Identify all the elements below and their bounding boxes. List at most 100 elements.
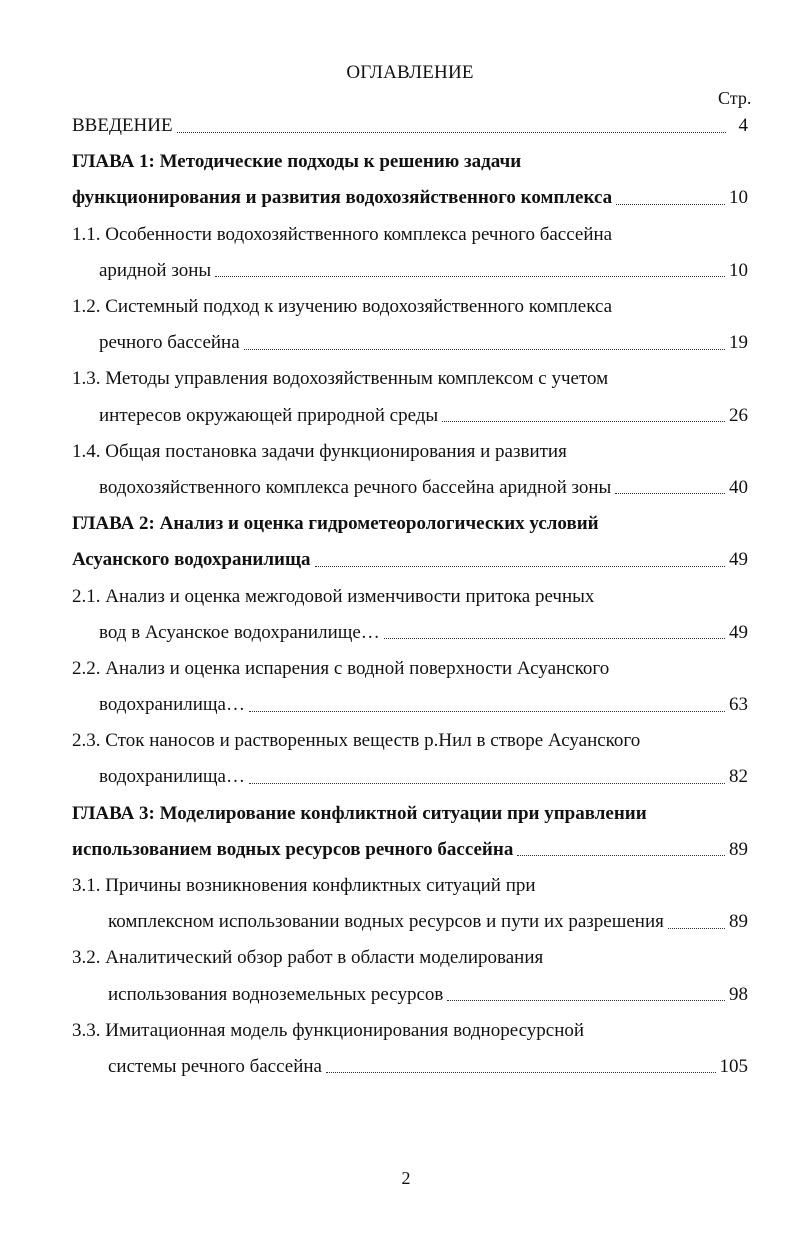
toc-entry-text: 3.1. Причины возникновения конфликтных с…: [72, 875, 536, 897]
dot-leader: [325, 1072, 716, 1074]
toc-entry-text: водохранилища…: [99, 694, 245, 716]
toc-line: ГЛАВА 3: Моделирование конфликтной ситуа…: [72, 796, 748, 832]
toc-entry-text: 2.2. Анализ и оценка испарения с водной …: [72, 657, 610, 679]
page-column-label: Стр.: [718, 88, 752, 108]
toc-entry-text: 2.1. Анализ и оценка межгодовой изменчив…: [72, 585, 595, 607]
toc-line: 3.2. Аналитический обзор работ в области…: [72, 940, 748, 976]
toc-entry-text: 1.4. Общая постановка задачи функциониро…: [72, 440, 567, 462]
dot-leader: [615, 493, 725, 495]
toc-entry-text: интересов окружающей природной среды: [99, 404, 439, 426]
toc-page-number: 82: [729, 766, 748, 788]
toc-entry[interactable]: 1.4. Общая постановка задачи функциониро…: [72, 434, 748, 506]
dot-leader: [314, 565, 725, 567]
toc-line: ГЛАВА 2: Анализ и оценка гидрометеоролог…: [72, 506, 748, 542]
dot-leader: [517, 855, 725, 857]
toc-entry-text: вод в Асуанское водохранилище…: [99, 621, 380, 643]
toc-entry[interactable]: 1.2. Системный подход к изучению водохоз…: [72, 289, 748, 361]
toc-line: 1.2. Системный подход к изучению водохоз…: [72, 289, 748, 325]
toc-line: ГЛАВА 1: Методические подходы к решению …: [72, 144, 748, 180]
toc-entry[interactable]: 2.3. Сток наносов и растворенных веществ…: [72, 723, 748, 795]
toc-line: вод в Асуанское водохранилище… 49: [72, 615, 748, 651]
toc-line: интересов окружающей природной среды 26: [72, 398, 748, 434]
toc-entry[interactable]: ГЛАВА 3: Моделирование конфликтной ситуа…: [72, 796, 748, 868]
dot-leader: [383, 638, 725, 640]
toc-entry-text: ВВЕДЕНИЕ: [72, 115, 173, 137]
toc-line: 1.1. Особенности водохозяйственного комп…: [72, 217, 748, 253]
toc-entry-text: ГЛАВА 1: Методические подходы к решению …: [72, 151, 522, 173]
toc-entry[interactable]: 2.1. Анализ и оценка межгодовой изменчив…: [72, 578, 748, 650]
toc-page-number: 10: [729, 187, 748, 209]
toc-entry-text: Асуанского водохранилища: [72, 549, 311, 571]
dot-leader: [616, 203, 725, 205]
toc-entry-text: ГЛАВА 3: Моделирование конфликтной ситуа…: [72, 802, 647, 824]
toc-entry[interactable]: 2.2. Анализ и оценка испарения с водной …: [72, 651, 748, 723]
toc-line: 1.3. Методы управления водохозяйственным…: [72, 361, 748, 397]
toc-line: 3.1. Причины возникновения конфликтных с…: [72, 868, 748, 904]
toc-line: аридной зоны 10: [72, 253, 748, 289]
toc-line: использованием водных ресурсов речного б…: [72, 832, 748, 868]
toc-entry-text: 1.2. Системный подход к изучению водохоз…: [72, 296, 613, 318]
toc-entry-text: 1.3. Методы управления водохозяйственным…: [72, 368, 609, 390]
dot-leader: [447, 1000, 725, 1002]
table-of-contents: ВВЕДЕНИЕ 4 ГЛАВА 1: Методические подходы к…: [72, 108, 748, 1085]
dot-leader: [248, 782, 725, 784]
dot-leader: [176, 131, 726, 133]
toc-entry-text: ГЛАВА 2: Анализ и оценка гидрометеоролог…: [72, 513, 599, 535]
dot-leader: [248, 710, 725, 712]
dot-leader: [215, 276, 725, 278]
toc-line: 2.2. Анализ и оценка испарения с водной …: [72, 651, 748, 687]
toc-entry[interactable]: 1.1. Особенности водохозяйственного комп…: [72, 217, 748, 289]
toc-page-number: 49: [729, 549, 748, 571]
toc-page-number: 4: [738, 115, 749, 137]
toc-line: 2.3. Сток наносов и растворенных веществ…: [72, 723, 748, 759]
toc-entry-text: комплексном использовании водных ресурсо…: [108, 911, 664, 933]
toc-entry-text: системы речного бассейна: [108, 1055, 322, 1077]
toc-entry-text: 3.3. Имитационная модель функционировани…: [72, 1019, 585, 1041]
dot-leader: [243, 348, 725, 350]
toc-entry[interactable]: ГЛАВА 2: Анализ и оценка гидрометеоролог…: [72, 506, 748, 578]
toc-line: системы речного бассейна 105: [72, 1049, 748, 1085]
toc-page-number: 49: [729, 621, 748, 643]
toc-line: использования водноземельных ресурсов 98: [72, 977, 748, 1013]
toc-page-number: 19: [729, 332, 748, 354]
toc-page-number: 98: [729, 983, 748, 1005]
toc-line: 1.4. Общая постановка задачи функциониро…: [72, 434, 748, 470]
toc-entry-text: 1.1. Особенности водохозяйственного комп…: [72, 223, 613, 245]
toc-line: речного бассейна 19: [72, 325, 748, 361]
toc-title: ОГЛАВЛЕНИЕ: [346, 62, 474, 83]
dot-leader: [442, 421, 725, 423]
toc-line: водохозяйственного комплекса речного бас…: [72, 470, 748, 506]
toc-entry[interactable]: 1.3. Методы управления водохозяйственным…: [72, 361, 748, 433]
toc-entry-text: функционирования и развития водохозяйств…: [72, 187, 613, 209]
dot-leader: [667, 927, 725, 929]
toc-page-number: 10: [729, 259, 748, 281]
toc-line: 3.3. Имитационная модель функционировани…: [72, 1013, 748, 1049]
toc-entry[interactable]: 3.1. Причины возникновения конфликтных с…: [72, 868, 748, 940]
toc-entry-text: использования водноземельных ресурсов: [108, 983, 444, 1005]
toc-line: водохранилища… 63: [72, 687, 748, 723]
toc-line: Асуанского водохранилища 49: [72, 542, 748, 578]
toc-entry-text: водохозяйственного комплекса речного бас…: [99, 476, 612, 498]
toc-page-number: 105: [719, 1055, 749, 1077]
toc-entry[interactable]: 3.3. Имитационная модель функционировани…: [72, 1013, 748, 1085]
toc-entry-text: водохранилища…: [99, 766, 245, 788]
toc-page-number: 63: [729, 694, 748, 716]
toc-line: ВВЕДЕНИЕ 4: [72, 108, 748, 144]
toc-line: водохранилища… 82: [72, 759, 748, 795]
toc-page-number: 26: [729, 404, 748, 426]
toc-entry-text: использованием водных ресурсов речного б…: [72, 838, 514, 860]
toc-entry-text: аридной зоны: [99, 259, 212, 281]
toc-page-number: 89: [729, 911, 748, 933]
toc-line: комплексном использовании водных ресурсо…: [72, 904, 748, 940]
toc-entry-text: 2.3. Сток наносов и растворенных веществ…: [72, 730, 641, 752]
toc-line: 2.1. Анализ и оценка межгодовой изменчив…: [72, 578, 748, 614]
toc-page-number: 40: [729, 476, 748, 498]
toc-line: функционирования и развития водохозяйств…: [72, 180, 748, 216]
toc-entry[interactable]: ВВЕДЕНИЕ 4: [72, 108, 748, 144]
page-number: 2: [401, 1168, 411, 1188]
toc-entry[interactable]: 3.2. Аналитический обзор работ в области…: [72, 940, 748, 1012]
toc-entry-text: речного бассейна: [99, 332, 240, 354]
toc-page-number: 89: [729, 838, 748, 860]
toc-entry-text: 3.2. Аналитический обзор работ в области…: [72, 947, 544, 969]
toc-entry[interactable]: ГЛАВА 1: Методические подходы к решению …: [72, 144, 748, 216]
